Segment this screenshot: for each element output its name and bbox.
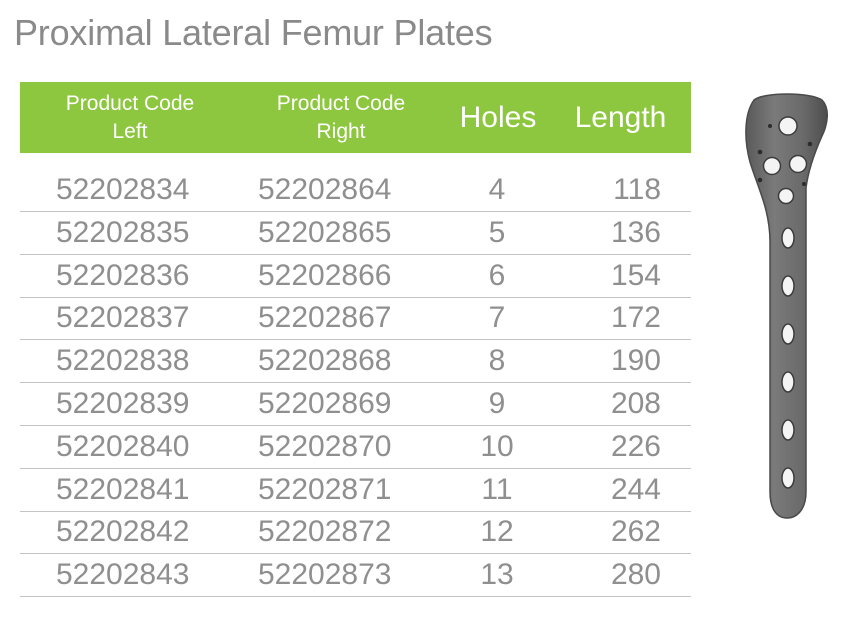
holes-value: 12 [480,515,514,549]
product-code-right: 52202865 [258,215,392,249]
product-code-right: 52202864 [258,173,392,206]
length-value: 136 [610,215,661,249]
length-value: 244 [610,472,661,506]
table-row: 52202837 52202867 7 172 [20,298,691,341]
table-row: 52202834 52202864 4 118 [20,153,691,212]
length-value: 190 [610,344,661,378]
product-code-left: 52202843 [56,558,190,592]
product-code-left: 52202841 [56,472,190,506]
header-code-left-line2: Left [112,119,148,143]
product-code-left: 52202838 [56,344,190,378]
holes-value: 11 [481,472,513,506]
length-value: 262 [610,515,661,549]
product-code-left: 52202834 [56,173,190,206]
length-value: 208 [610,386,661,420]
header-code-left-line1: Product Code [65,91,195,115]
length-value: 118 [613,173,661,206]
length-value: 280 [610,558,661,592]
product-code-right: 52202870 [258,429,392,463]
product-code-right: 52202866 [258,258,392,292]
product-code-left: 52202840 [56,429,190,463]
header-code-left: Product Code Left [30,82,230,153]
header-code-right-line1: Product Code [276,91,406,115]
femur-plate-image [745,93,828,519]
product-code-right: 52202869 [258,386,392,420]
table-body: 52202834 52202864 4 118 52202835 52202865 5 136… [20,153,691,598]
holes-value: 7 [488,301,506,335]
table-row: 52202842 52202872 12 262 [20,512,691,555]
product-code-right: 52202871 [258,472,392,506]
table-header: Product Code Left Product Code Right Hol… [20,82,691,153]
page-title: Proximal Lateral Femur Plates [14,12,493,53]
header-length: Length [574,100,667,134]
header-code-right: Product Code Right [240,82,442,153]
holes-value: 13 [480,558,514,592]
holes-value: 8 [488,344,506,378]
product-code-left: 52202835 [56,215,190,249]
table-row: 52202835 52202865 5 136 [20,212,691,255]
length-value: 154 [610,258,661,292]
product-code-left: 52202839 [56,386,190,420]
length-value: 226 [610,429,661,463]
holes-value: 6 [488,258,506,292]
product-code-right: 52202868 [258,344,392,378]
header-code-right-line2: Right [316,119,366,143]
table-row: 52202840 52202870 10 226 [20,426,691,469]
table-row: 52202839 52202869 9 208 [20,383,691,426]
spec-table: Product Code Left Product Code Right Hol… [20,82,691,598]
holes-value: 5 [488,215,506,249]
product-code-left: 52202842 [56,515,190,549]
product-code-left: 52202836 [56,258,190,292]
product-code-right: 52202872 [258,515,392,549]
header-holes: Holes [459,100,537,134]
holes-value: 9 [488,386,506,420]
table-row: 52202843 52202873 13 280 [20,554,691,598]
product-code-right: 52202867 [258,301,392,335]
product-code-left: 52202837 [56,301,190,335]
holes-value: 4 [488,173,506,206]
length-value: 172 [610,301,661,335]
product-code-right: 52202873 [258,558,392,592]
table-row: 52202836 52202866 6 154 [20,255,691,298]
table-row: 52202841 52202871 11 244 [20,469,691,512]
table-row: 52202838 52202868 8 190 [20,340,691,384]
holes-value: 10 [480,429,514,463]
